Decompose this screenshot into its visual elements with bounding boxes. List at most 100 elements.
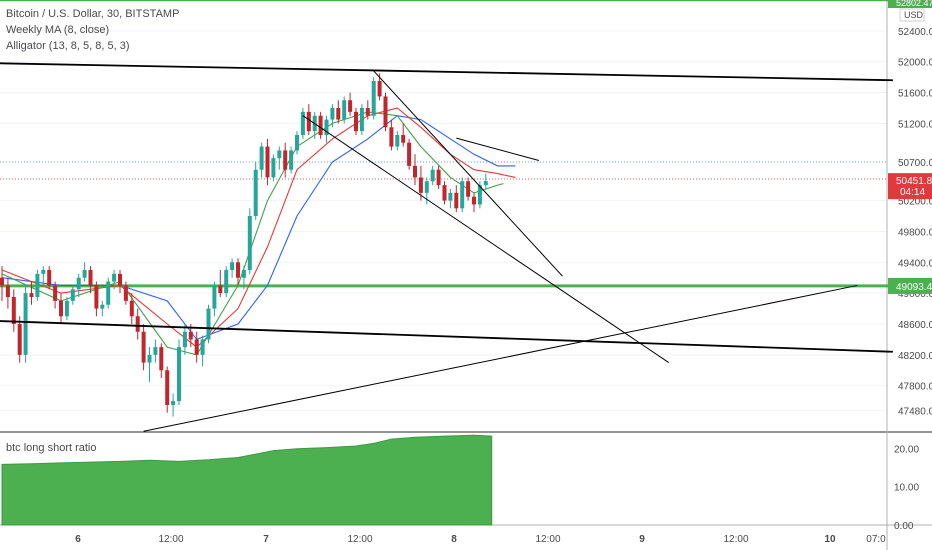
candle-body bbox=[171, 401, 176, 405]
last-price-value: 50451.82 bbox=[896, 176, 932, 187]
candle-body bbox=[259, 146, 264, 170]
trendline bbox=[0, 62, 893, 82]
price-tick-label: 49800.00 bbox=[898, 227, 932, 238]
oscillator-tick-label: 0.00 bbox=[894, 521, 914, 532]
time-tick-label: 12:00 bbox=[723, 534, 748, 545]
candle-body bbox=[64, 300, 69, 317]
price-tick-label: 47800.00 bbox=[898, 382, 932, 393]
candle-body bbox=[70, 289, 75, 301]
alligator-jaw-line bbox=[1, 115, 516, 341]
candle-body bbox=[5, 285, 10, 297]
candle-body bbox=[88, 270, 93, 286]
top-price-tag bbox=[888, 0, 932, 8]
candle-body bbox=[424, 181, 429, 193]
candle-body bbox=[342, 100, 347, 120]
candle-body bbox=[354, 111, 358, 132]
currency-box bbox=[899, 8, 925, 22]
candle-body bbox=[241, 270, 246, 278]
oscillator-tick-label: 10.00 bbox=[894, 483, 919, 494]
trendline bbox=[0, 320, 893, 353]
price-tick-label: 50700.00 bbox=[898, 158, 932, 169]
alligator-lips-line bbox=[1, 111, 504, 356]
trendline bbox=[143, 284, 858, 432]
candle-body bbox=[41, 270, 46, 274]
candle-body bbox=[295, 135, 299, 151]
price-tick-label: 51200.00 bbox=[898, 119, 932, 130]
candle-body bbox=[129, 300, 134, 317]
indicator-weekly-ma[interactable]: Weekly MA (8, close) bbox=[6, 24, 110, 36]
candle-body bbox=[448, 192, 453, 201]
indicator-alligator[interactable]: Alligator (13, 8, 5, 8, 5, 3) bbox=[6, 40, 130, 52]
candle-body bbox=[177, 347, 181, 402]
candle-body bbox=[230, 262, 235, 270]
candle-body bbox=[306, 111, 311, 132]
candle-body bbox=[265, 146, 270, 178]
price-tick-label: 49400.00 bbox=[898, 258, 932, 269]
candle-body bbox=[407, 142, 412, 166]
currency-label: USD bbox=[904, 10, 924, 20]
candle-body bbox=[141, 331, 146, 363]
symbol-title[interactable]: Bitcoin / U.S. Dollar, 30, BITSTAMP bbox=[6, 8, 180, 20]
candle-body bbox=[159, 347, 164, 371]
candle-body bbox=[59, 300, 63, 317]
price-tick-label: 48600.00 bbox=[898, 320, 932, 331]
candle-body bbox=[47, 270, 52, 286]
price-tick-label: 47480.00 bbox=[898, 406, 932, 417]
candle-body bbox=[224, 270, 229, 294]
candle-body bbox=[336, 108, 341, 120]
level-badge-value: 49093.44 bbox=[896, 282, 932, 293]
trendline bbox=[373, 70, 563, 277]
price-tick-label: 49000.00 bbox=[898, 289, 932, 300]
candle-body bbox=[23, 293, 28, 355]
price-tick-label: 48200.00 bbox=[898, 351, 932, 362]
candle-body bbox=[188, 331, 193, 340]
oscillator-title[interactable]: btc long short ratio bbox=[6, 442, 97, 454]
time-tick-label: 12:00 bbox=[535, 534, 560, 545]
candle-body bbox=[118, 273, 122, 286]
candle-body bbox=[94, 285, 99, 309]
candle-body bbox=[383, 96, 388, 128]
trendline bbox=[456, 137, 540, 161]
oscillator-tick-label: 20.00 bbox=[894, 444, 919, 455]
candle-body bbox=[253, 169, 258, 216]
candle-body bbox=[483, 181, 488, 186]
candle-body bbox=[165, 370, 170, 405]
candle-body bbox=[289, 150, 294, 170]
candle-body bbox=[153, 347, 158, 355]
candle-body bbox=[277, 150, 282, 159]
candle-body bbox=[236, 262, 240, 278]
trendline bbox=[302, 115, 669, 363]
candle-body bbox=[112, 273, 117, 282]
candle-body bbox=[147, 354, 152, 363]
candle-body bbox=[454, 192, 459, 209]
candle-body bbox=[401, 135, 406, 143]
time-tick-label: 6 bbox=[75, 534, 81, 545]
price-tick-label: 52000.00 bbox=[898, 58, 932, 69]
candle-body bbox=[100, 304, 105, 309]
candle-body bbox=[365, 108, 370, 116]
candle-body bbox=[413, 165, 417, 178]
candle-body bbox=[206, 308, 211, 340]
alligator-teeth-line bbox=[1, 107, 516, 348]
candle-body bbox=[106, 281, 111, 305]
candle-body bbox=[477, 185, 482, 205]
price-tick-label: 50200.00 bbox=[898, 197, 932, 208]
candle-body bbox=[283, 150, 288, 170]
candle-body bbox=[330, 108, 335, 120]
candle-body bbox=[0, 277, 4, 286]
bar-countdown: 04:14 bbox=[900, 187, 925, 198]
candle-body bbox=[200, 339, 205, 355]
candle-body bbox=[418, 177, 423, 193]
time-tick-label: 8 bbox=[451, 534, 457, 545]
candle-body bbox=[82, 270, 87, 278]
candle-body bbox=[466, 181, 471, 197]
candle-body bbox=[29, 293, 34, 297]
candle-body bbox=[389, 127, 394, 147]
candle-body bbox=[53, 285, 58, 301]
time-tick-label: 07:0 bbox=[866, 534, 886, 545]
candle-body bbox=[194, 339, 199, 355]
candle-body bbox=[442, 185, 447, 201]
last-price-badge bbox=[888, 173, 932, 200]
